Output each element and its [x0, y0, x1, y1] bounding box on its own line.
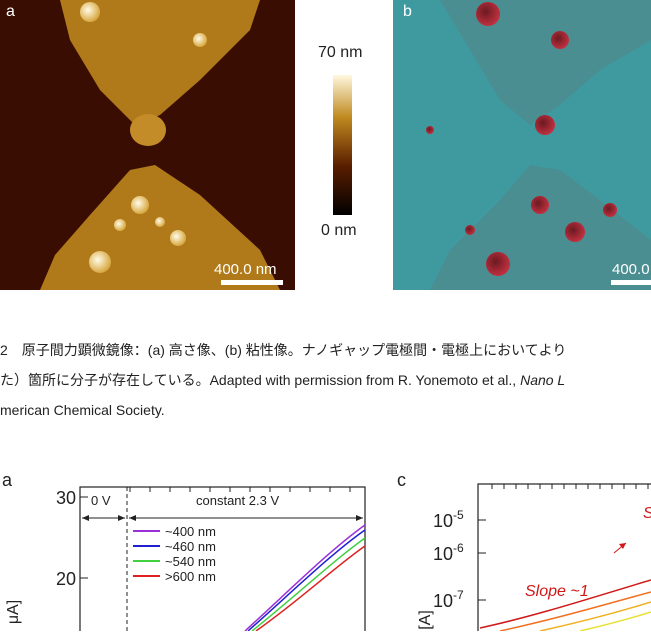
panel-label: b	[403, 3, 412, 20]
panel-label: a	[2, 470, 13, 490]
caption-line: た）箇所に分子が存在している。Adapted with permission f…	[0, 372, 565, 388]
caption-text: た）箇所に分子が存在している。Adapted with permission f…	[0, 372, 520, 388]
caption-line: merican Chemical Society.	[0, 402, 165, 418]
y-tick-label: 10-7	[433, 588, 464, 611]
y-tick-label: 10-5	[433, 508, 464, 531]
y-tick-label: 20	[56, 569, 76, 589]
legend-label: ~460 nm	[165, 539, 216, 554]
y-axis-label: μA]	[5, 600, 22, 624]
region-label: 0 V	[91, 493, 111, 508]
panel-label: a	[6, 3, 15, 20]
tick-base: 10	[433, 544, 453, 564]
legend: ~400 nm~460 nm~540 nm>600 nm	[128, 522, 250, 586]
legend-label: >600 nm	[165, 569, 216, 584]
tick-base: 10	[433, 591, 453, 611]
y-axis-label: [A]	[417, 610, 434, 630]
annotation: S	[643, 505, 651, 522]
journal-name: Nano L	[520, 372, 565, 388]
graph-a: a 0 V constant 2.3 V μA] 30 20 ~400 nm~460…	[2, 470, 366, 636]
tick-exponent: -7	[453, 588, 464, 602]
colorbar-max: 70 nm	[318, 44, 362, 61]
color-bar: 70 nm 0 nm	[318, 44, 362, 239]
legend-label: ~540 nm	[165, 554, 216, 569]
region-label: constant 2.3 V	[196, 493, 279, 508]
tick-exponent: -5	[453, 508, 464, 522]
afm-viscosity-image: 400.0 b	[393, 0, 651, 290]
y-tick-label: 10-6	[433, 541, 464, 564]
tick-base: 10	[433, 511, 453, 531]
graph-c: c Slope ~1 S [A] 10-510-610-7	[397, 470, 651, 636]
scale-bar-label: 400.0 nm	[214, 261, 277, 278]
caption-line: 2 原子間力顕微鏡像：(a) 高さ像、(b) 粘性像。ナノギャップ電極間・電極上…	[0, 342, 566, 358]
scale-bar-label: 400.0	[612, 261, 650, 278]
y-tick-label: 30	[56, 488, 76, 508]
tick-exponent: -6	[453, 541, 464, 555]
panel-label: c	[397, 470, 406, 490]
annotation: Slope ~1	[525, 583, 589, 600]
colorbar-min: 0 nm	[321, 222, 357, 239]
afm-height-image: 400.0 nm a	[0, 0, 295, 290]
legend-label: ~400 nm	[165, 524, 216, 539]
